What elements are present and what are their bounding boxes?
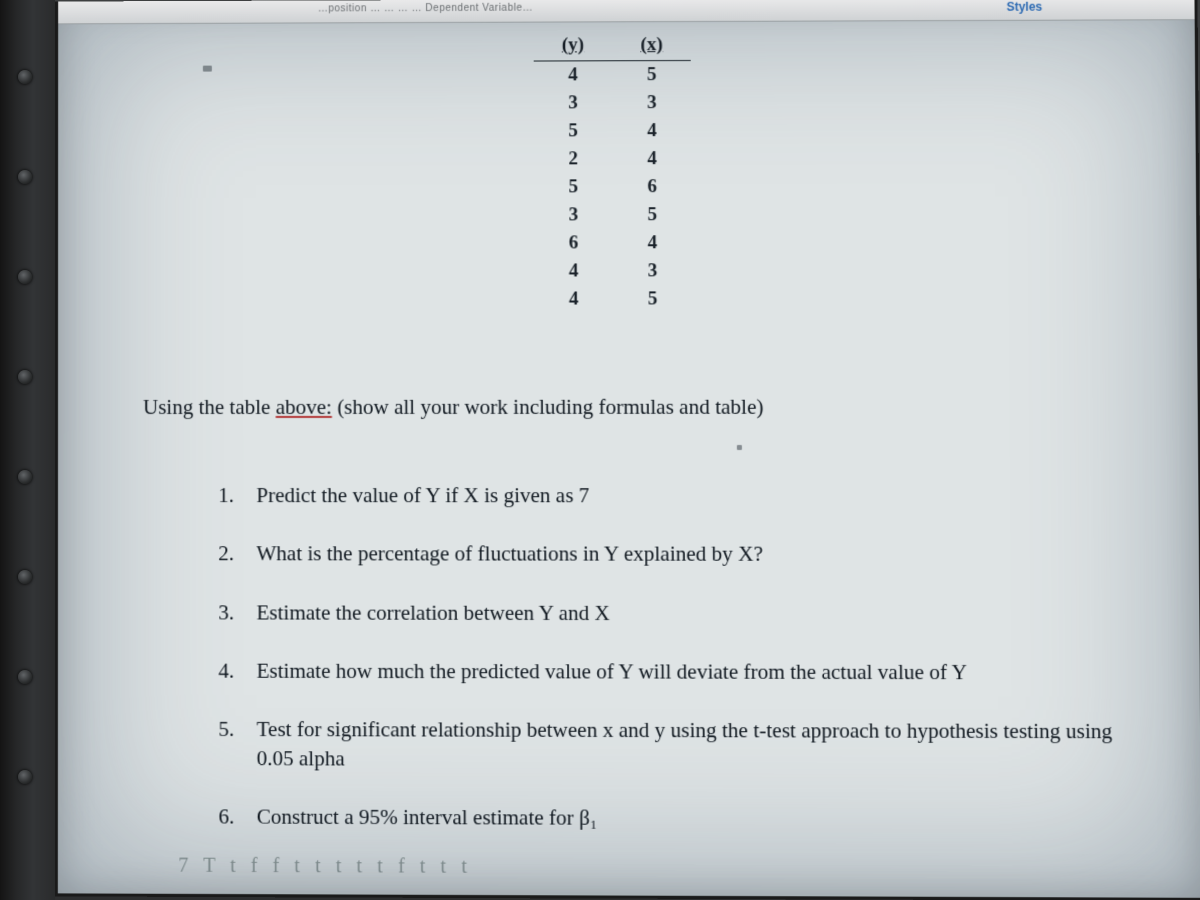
table-row: 56 bbox=[534, 173, 692, 201]
dust-speck bbox=[737, 445, 742, 450]
dust-speck bbox=[203, 66, 212, 72]
xy-data-table: (y) (x) 45 33 54 24 56 35 64 43 45 bbox=[534, 32, 693, 314]
table-row: 45 bbox=[534, 61, 691, 90]
prompt-underlined-word: above: bbox=[276, 395, 332, 419]
table-header-row: (y) (x) bbox=[534, 32, 691, 61]
ribbon-styles-label[interactable]: Styles bbox=[1006, 0, 1042, 14]
ribbon-fragment-text: …position … … … … Dependent Variable… bbox=[318, 3, 533, 15]
question-item: Estimate how much the predicted value of… bbox=[218, 657, 1133, 687]
table-row: 45 bbox=[534, 285, 692, 313]
prompt-prefix: Using the table bbox=[143, 395, 276, 419]
col-header-y: (y) bbox=[534, 32, 613, 61]
ribbon-bar: …position … … … … Dependent Variable… St… bbox=[58, 0, 1195, 24]
col-header-x: (x) bbox=[612, 32, 691, 61]
question-item: Estimate the correlation between Y and X bbox=[218, 598, 1133, 628]
monitor-frame: …position … … … … Dependent Variable… St… bbox=[0, 0, 1200, 900]
question-item: What is the percentage of fluctuations i… bbox=[218, 540, 1132, 569]
table-row: 54 bbox=[534, 117, 692, 145]
table-row: 24 bbox=[534, 145, 692, 173]
cutoff-fragment-text: 7 T t f f t t t t t f t t t bbox=[178, 855, 472, 879]
question-item: Construct a 95% interval estimate for β₁ bbox=[218, 802, 1134, 834]
document-screen: …position … … … … Dependent Variable… St… bbox=[55, 0, 1200, 900]
question-list: Predict the value of Y if X is given as … bbox=[178, 481, 1135, 864]
table-row: 64 bbox=[534, 229, 692, 257]
question-item: Test for significant relationship betwee… bbox=[218, 715, 1134, 775]
instruction-line: Using the table above: (show all your wo… bbox=[143, 395, 763, 420]
table-row: 35 bbox=[534, 201, 692, 229]
question-item: Predict the value of Y if X is given as … bbox=[218, 481, 1132, 510]
table-row: 43 bbox=[534, 257, 692, 285]
page-content: (y) (x) 45 33 54 24 56 35 64 43 45 Us bbox=[93, 22, 1176, 887]
notebook-binding bbox=[0, 0, 55, 900]
table-row: 33 bbox=[534, 89, 692, 117]
prompt-suffix: (show all your work including formulas a… bbox=[332, 395, 764, 419]
